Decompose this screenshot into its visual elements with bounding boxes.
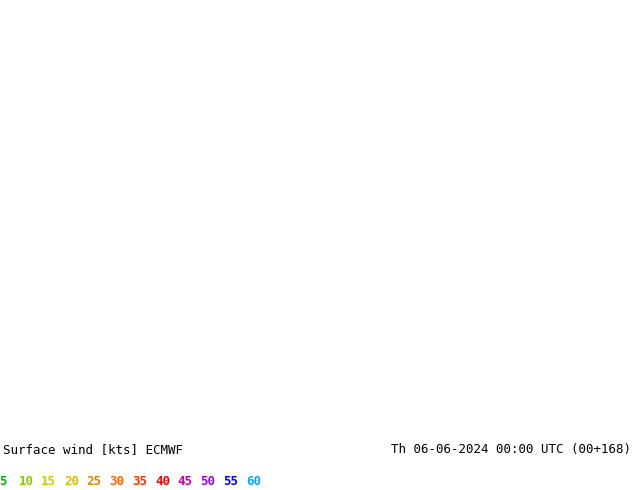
Text: 30: 30 (110, 474, 124, 488)
Text: 55: 55 (223, 474, 238, 488)
Text: 5: 5 (0, 474, 7, 488)
Text: 45: 45 (178, 474, 193, 488)
Text: Th 06-06-2024 00:00 UTC (00+168): Th 06-06-2024 00:00 UTC (00+168) (391, 443, 631, 457)
Text: 25: 25 (87, 474, 101, 488)
Text: 60: 60 (246, 474, 261, 488)
Text: 15: 15 (41, 474, 56, 488)
Text: 35: 35 (133, 474, 147, 488)
Text: 10: 10 (18, 474, 34, 488)
Text: 50: 50 (200, 474, 216, 488)
Text: 20: 20 (64, 474, 79, 488)
Text: Surface wind [kts] ECMWF: Surface wind [kts] ECMWF (3, 443, 183, 457)
Text: 40: 40 (155, 474, 170, 488)
